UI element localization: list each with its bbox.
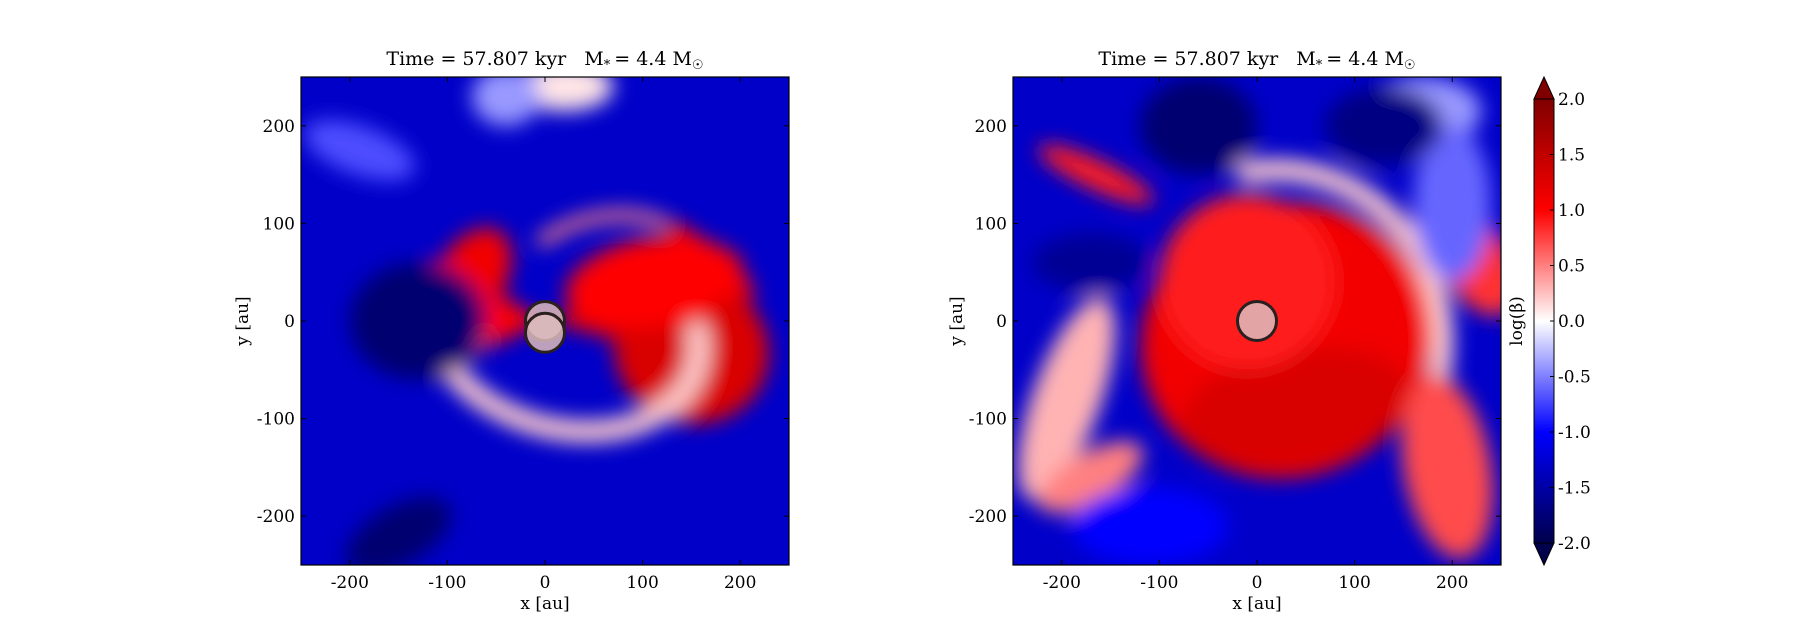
colorbar-extend-min: [1533, 542, 1555, 567]
colorbar-tick-label: -0.5: [1558, 368, 1591, 388]
x-axis-ticks: -200 -100 0 100 200: [331, 77, 756, 593]
heatmap-region: [1180, 347, 1412, 470]
y-tick-label: -100: [257, 410, 295, 430]
heatmap-region: [1159, 194, 1336, 370]
heatmap-region: [665, 219, 757, 296]
y-tick-label: 100: [263, 214, 295, 234]
x-tick-label: -100: [428, 573, 466, 593]
x-tick-label: -100: [1140, 573, 1178, 593]
x-tick-label: 0: [1252, 573, 1263, 593]
x-axis-label: x [au]: [1232, 594, 1281, 614]
heatmap-region: [1071, 486, 1228, 565]
heatmap-region: [426, 320, 710, 443]
colorbar-tick-label: 1.5: [1558, 146, 1585, 166]
heatmap-region: [345, 496, 452, 565]
colorbar-tick-label: -1.0: [1558, 423, 1591, 443]
heatmap-region: [349, 262, 487, 380]
heatmap-left: [301, 77, 789, 565]
heatmap-region: [1032, 233, 1150, 292]
colorbar-label: log(β): [1507, 296, 1527, 346]
heatmap-features: [303, 77, 769, 565]
heatmap-features: [1017, 77, 1501, 565]
y-axis-label: y [au]: [947, 296, 967, 346]
heatmap-region: [1235, 158, 1454, 438]
colorbar-tick-label: 0.5: [1558, 257, 1585, 277]
y-tick-label: 0: [284, 312, 295, 332]
x-tick-label: 200: [1436, 573, 1468, 593]
heatmap-region: [1038, 441, 1144, 514]
x-axis-label: x [au]: [520, 594, 569, 614]
heatmap-region: [1325, 86, 1443, 165]
colorbar-ticks: 2.0 1.5 1.0 0.5 0.0 -0.5 -1.0 -1.5 -2.0: [1550, 90, 1591, 554]
y-tick-label: 200: [975, 117, 1007, 137]
sink-marker: [1235, 299, 1279, 343]
sink-marker: [523, 311, 567, 354]
colorbar-tick-label: 1.0: [1558, 201, 1585, 221]
y-tick-label: 0: [996, 312, 1007, 332]
y-axis-label: y [au]: [233, 296, 253, 346]
heatmap-region: [1413, 125, 1492, 282]
heatmap-region: [536, 209, 669, 247]
colorbar-tick-label: 2.0: [1558, 90, 1585, 110]
marker-group: [1235, 299, 1279, 343]
marker-group: [523, 299, 567, 354]
y-tick-label: -200: [969, 507, 1007, 527]
x-tick-label: 100: [626, 573, 658, 593]
x-tick-label: 200: [724, 573, 756, 593]
heatmap-region: [1017, 297, 1116, 501]
colorbar: 2.0 1.5 1.0 0.5 0.0 -0.5 -1.0 -1.5 -2.0 log(β): [1507, 75, 1591, 567]
x-tick-label: -200: [331, 573, 369, 593]
colorbar-extend-max: [1533, 75, 1555, 100]
heatmap-region: [471, 77, 541, 126]
heatmap-region: [1038, 144, 1154, 205]
x-axis-ticks: -200 -100 0 100 200: [1043, 77, 1468, 593]
y-tick-label: 100: [975, 214, 1007, 234]
y-axis-ticks: -200 -100 0 100 200: [969, 117, 1501, 527]
panel-title: Time = 57.807 kyr M* = 4.4 M☉: [1098, 48, 1415, 73]
panel-left: -200 -100 0 100 200 -200 -100 0 100 200 Time = 5…: [233, 48, 790, 614]
y-tick-label: -100: [969, 410, 1007, 430]
heatmap-region: [303, 119, 416, 181]
heatmap-region: [565, 236, 740, 328]
y-tick-label: -200: [257, 507, 295, 527]
colorbar-tick-label: 0.0: [1558, 312, 1585, 332]
panel-title: Time = 57.807 kyr M* = 4.4 M☉: [386, 48, 703, 73]
heatmap-right: [1013, 77, 1501, 565]
x-tick-label: 0: [540, 573, 551, 593]
x-tick-label: 100: [1338, 573, 1370, 593]
heatmap-region: [1139, 77, 1257, 175]
x-tick-label: -200: [1043, 573, 1081, 593]
panel-right: -200 -100 0 100 200 -200 -100 0 100 200 Time = 5…: [947, 48, 1502, 614]
colorbar-tick-label: -2.0: [1558, 534, 1591, 554]
heatmap-region: [515, 77, 614, 112]
y-axis-ticks: -200 -100 0 100 200: [257, 117, 789, 527]
colorbar-tick-label: -1.5: [1558, 479, 1591, 499]
heatmap-region: [1401, 375, 1494, 560]
y-tick-label: 200: [263, 117, 295, 137]
